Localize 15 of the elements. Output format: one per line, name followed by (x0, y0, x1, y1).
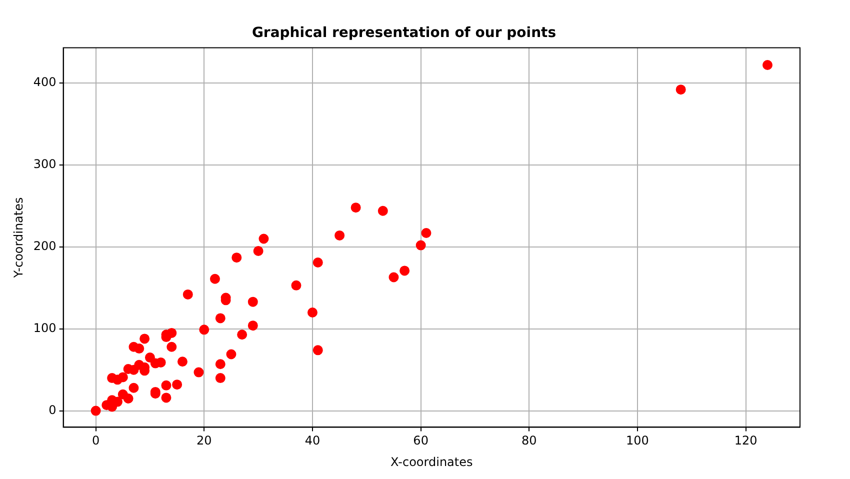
y-tick-label: 100 (33, 320, 56, 335)
x-tick-label: 40 (304, 434, 320, 448)
x-tick-label: 100 (626, 434, 649, 448)
x-tick-label: 20 (196, 434, 212, 448)
y-tick-label: 300 (33, 157, 56, 172)
x-tick-label: 120 (734, 434, 758, 448)
x-axis-title: X-coordinates (390, 454, 473, 469)
y-tick-label: 0 (48, 402, 56, 417)
y-tick-label: 400 (33, 75, 56, 90)
y-axis-title: Y-coordinates (11, 197, 26, 279)
chart-title: Graphical representation of our points (252, 25, 556, 42)
y-tick-label: 200 (33, 239, 56, 254)
x-tick-label: 80 (522, 434, 537, 448)
x-tick-label: 0 (92, 434, 100, 448)
x-tick-label: 60 (413, 434, 428, 448)
